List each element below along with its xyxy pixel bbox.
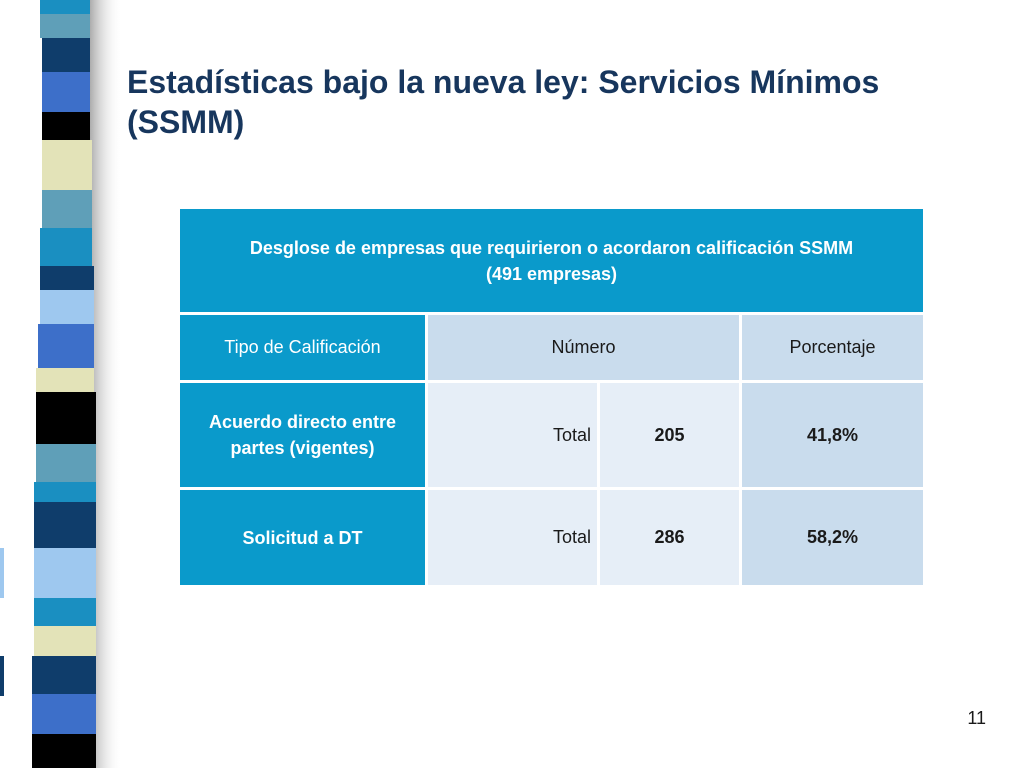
row-label: Solicitud a DT <box>177 487 428 588</box>
table-row: Acuerdo directo entre partes (vigentes) … <box>177 380 926 490</box>
slide-title: Estadísticas bajo la nueva ley: Servicio… <box>127 64 880 140</box>
table-caption: Desglose de empresas que requirieron o a… <box>177 206 926 315</box>
table-header-row: Tipo de Calificación Número Porcentaje <box>177 312 926 383</box>
caption-line-2: (491 empresas) <box>485 263 618 284</box>
calificacion-table: Desglose de empresas que requirieron o a… <box>177 206 926 588</box>
caption-line-1: Desglose de empresas que requirieron o a… <box>249 237 854 258</box>
row-sub-label: Total <box>425 380 600 490</box>
row-sub-label: Total <box>425 487 600 588</box>
table-caption-row: Desglose de empresas que requirieron o a… <box>177 206 926 315</box>
header-tipo: Tipo de Calificación <box>177 312 428 383</box>
header-porcentaje: Porcentaje <box>739 312 926 383</box>
page-number: 11 <box>967 708 986 728</box>
row-numero: 205 <box>597 380 742 490</box>
row-label: Acuerdo directo entre partes (vigentes) <box>177 380 428 490</box>
decorative-stripe <box>0 0 122 768</box>
row-porcentaje: 58,2% <box>739 487 926 588</box>
row-porcentaje: 41,8% <box>739 380 926 490</box>
table-row: Solicitud a DT Total 286 58,2% <box>177 487 926 588</box>
header-numero: Número <box>425 312 742 383</box>
row-numero: 286 <box>597 487 742 588</box>
